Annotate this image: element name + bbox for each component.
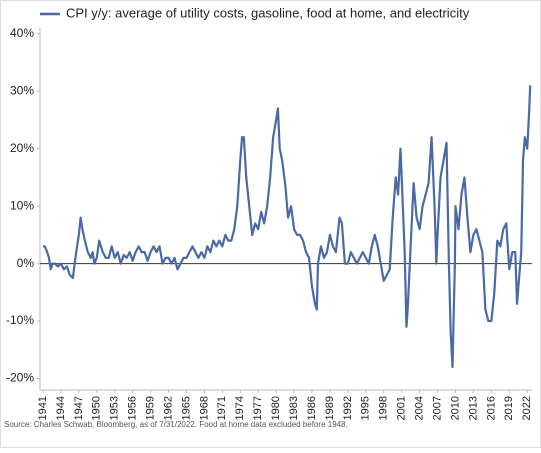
x-tick-label: 2001 [396,396,408,420]
x-tick-label: 1956 [127,396,139,420]
legend-label: CPI y/y: average of utility costs, gasol… [66,5,470,20]
x-tick-label: 1974 [234,396,246,420]
x-tick-label: 2013 [467,396,479,420]
y-tick-label: -10% [6,313,34,327]
x-tick-label: 1977 [252,396,264,420]
x-tick-label: 2007 [431,396,443,420]
y-tick-label: 30% [10,83,34,97]
y-tick-label: 10% [10,198,34,212]
x-tick-label: 1947 [73,396,85,420]
x-tick-label: 1953 [109,396,121,420]
x-tick-label: 2016 [485,396,497,420]
x-tick-label: 1980 [270,396,282,420]
x-tick-label: 2019 [503,396,515,420]
x-tick-label: 2004 [414,396,426,420]
y-tick-label: 20% [10,141,34,155]
y-tick-label: -20% [6,371,34,385]
x-tick-label: 1989 [324,396,336,420]
x-tick-label: 1968 [198,396,210,420]
x-tick-label: 1950 [91,396,103,420]
x-tick-label: 2022 [521,396,533,420]
series-line [42,85,532,369]
x-tick-label: 1959 [145,396,157,420]
x-tick-label: 1965 [180,396,192,420]
source-note: Source: Charles Schwab, Bloomberg, as of… [4,420,348,429]
x-tick-label: 1944 [55,396,67,420]
x-tick-label: 1995 [360,396,372,420]
x-tick-label: 1941 [37,396,49,420]
x-tick-label: 1971 [216,396,228,420]
y-tick-label: 40% [10,26,34,40]
x-tick-label: 1983 [288,396,300,420]
x-tick-label: 1962 [162,396,174,420]
x-tick-label: 1986 [306,396,318,420]
x-tick-label: 2010 [449,396,461,420]
x-tick-label: 1992 [342,396,354,420]
y-tick-label: 0% [17,256,35,270]
x-tick-label: 1998 [378,396,390,420]
